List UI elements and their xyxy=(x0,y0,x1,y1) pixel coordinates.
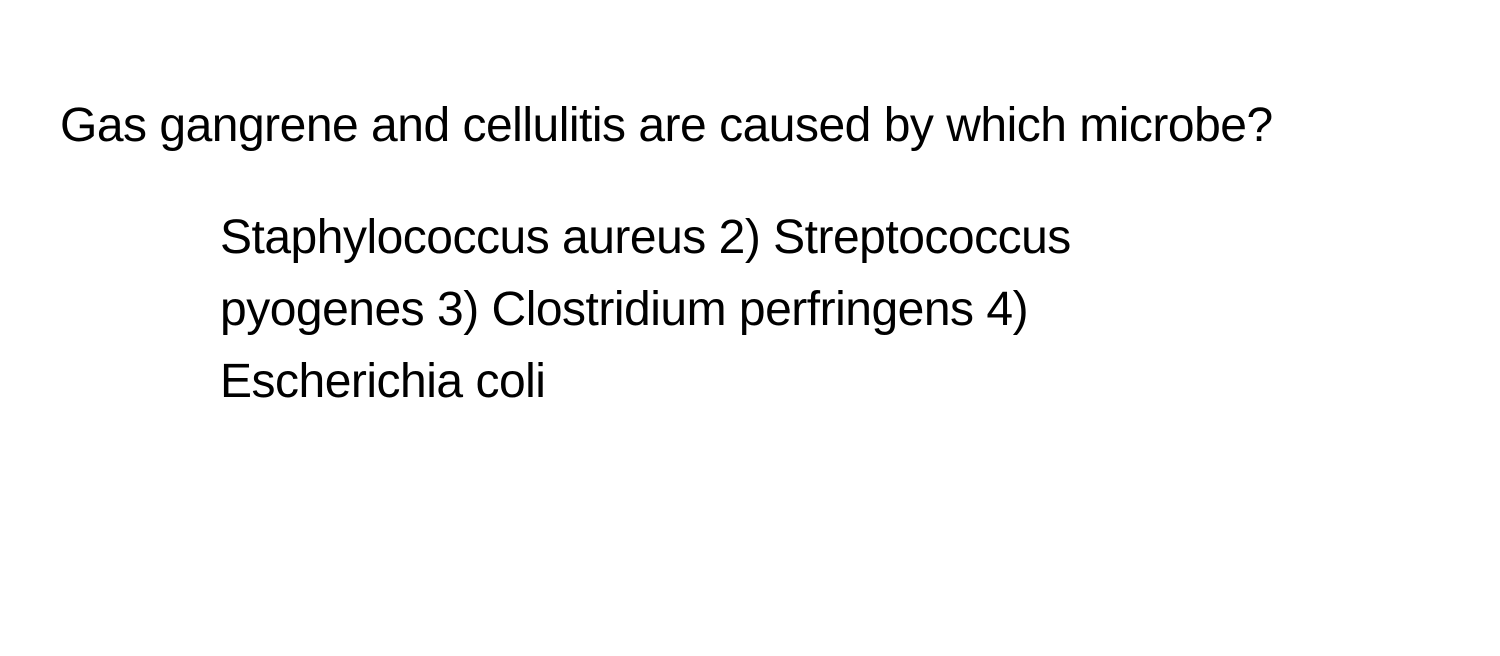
answer-options-text: Staphylococcus aureus 2) Streptococcus p… xyxy=(60,202,1440,418)
question-text: Gas gangrene and cellulitis are caused b… xyxy=(60,90,1440,162)
